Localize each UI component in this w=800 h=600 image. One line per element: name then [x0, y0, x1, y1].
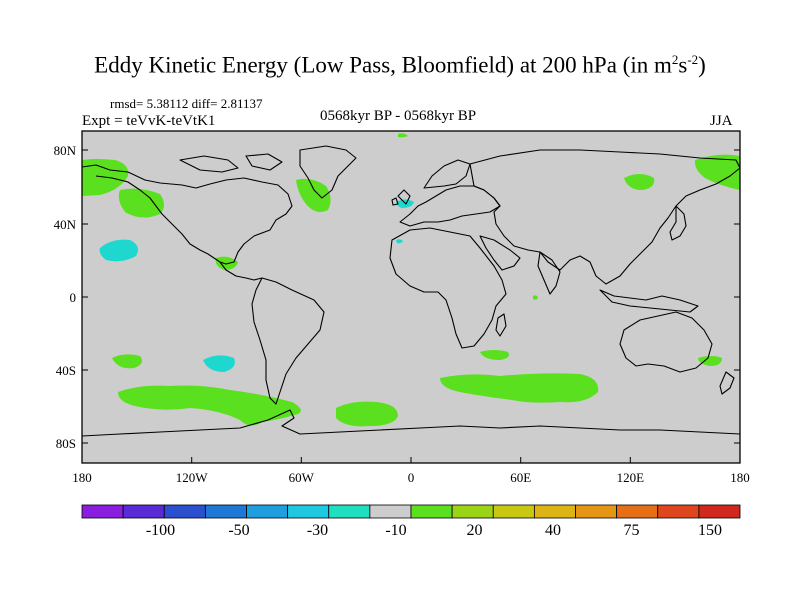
colorbar-box — [287, 504, 330, 519]
page-title: Eddy Kinetic Energy (Low Pass, Bloomfiel… — [94, 52, 706, 78]
colorbar-label: -50 — [228, 522, 249, 539]
lon-tick-label: 120W — [176, 470, 209, 485]
colorbar-label: -10 — [385, 522, 406, 539]
colorbar-label: 75 — [624, 522, 640, 539]
coastline-india — [537, 251, 561, 295]
positive-patch — [296, 178, 331, 212]
positive-patch — [480, 350, 509, 360]
colorbar-box — [616, 504, 659, 519]
colorbar-label: 40 — [545, 522, 561, 539]
colorbar-labels: -100 -50 -30 -10 20 40 75 150 — [146, 522, 722, 539]
colorbar-box — [410, 504, 453, 519]
rmsd-diff-stats: rmsd= 5.38112 diff= 2.81137 — [110, 96, 263, 111]
positive-patch — [112, 354, 142, 369]
positive-patch — [118, 188, 164, 218]
colorbar-box — [492, 504, 535, 519]
lon-tick-label: 60E — [510, 470, 531, 485]
experiment-label: Expt = teVvK-teVtK1 — [82, 113, 216, 129]
positive-patch — [118, 385, 301, 426]
coastline-antarctica — [81, 409, 741, 437]
colorbar-box — [575, 504, 618, 519]
colorbar-label: -100 — [146, 522, 175, 539]
colorbar-box — [533, 504, 576, 519]
positive-patch — [624, 174, 655, 190]
positive-patch — [533, 295, 538, 300]
lon-tick-label: 180 — [72, 470, 92, 485]
coastline-madagascar — [495, 313, 507, 337]
map-panel: 180 120W 60W 0 60E 120E 180 80N 40N 0 40… — [54, 130, 750, 485]
colorbar — [81, 504, 741, 519]
coastline-north-america — [81, 164, 293, 265]
lat-tick-label: 0 — [70, 290, 77, 305]
coastline-arctic-islands — [179, 153, 283, 173]
coastline-asia — [469, 149, 741, 285]
colorbar-label: 150 — [698, 522, 722, 539]
positive-patch — [398, 133, 408, 138]
lat-tick-labels: 80N 40N 0 40S 80S — [54, 143, 77, 451]
colorbar-label: -30 — [307, 522, 328, 539]
coastlines — [81, 145, 741, 437]
coastline-africa — [389, 227, 507, 349]
colorbar-box — [122, 504, 165, 519]
coastline-australia — [619, 311, 713, 373]
coastline-central-america — [219, 261, 263, 281]
period-label: 0568kyr BP - 0568kyr BP — [320, 108, 477, 124]
lat-tick-label: 40S — [56, 363, 76, 378]
colorbar-label: 20 — [467, 522, 483, 539]
colorbar-box — [81, 504, 124, 519]
coastline-maritime-se-asia — [599, 289, 699, 313]
colorbar-box — [451, 504, 494, 519]
lon-tick-label: 120E — [617, 470, 645, 485]
coastline-new-zealand — [719, 371, 735, 395]
season-label: JJA — [710, 113, 733, 129]
lat-tick-label: 80S — [56, 436, 76, 451]
colorbar-box — [163, 504, 206, 519]
lon-tick-label: 60W — [289, 470, 315, 485]
positive-patch — [336, 401, 398, 427]
colorbar-box — [204, 504, 247, 519]
colorbar-box — [657, 504, 700, 519]
anomaly-patches — [82, 133, 740, 427]
lon-tick-labels: 180 120W 60W 0 60E 120E 180 — [72, 470, 750, 485]
lat-tick-label: 40N — [54, 217, 77, 232]
positive-patch — [698, 356, 722, 366]
coastline-arabia — [479, 235, 521, 271]
negative-patch — [99, 239, 138, 262]
coastline-greenland — [299, 145, 357, 199]
coastline-south-america — [251, 277, 325, 405]
lon-tick-label: 180 — [730, 470, 750, 485]
lon-tick-label: 0 — [408, 470, 415, 485]
map-ticks — [81, 149, 741, 463]
colorbar-box — [698, 504, 741, 519]
coastline-japan — [669, 205, 687, 241]
coastline-british-isles — [391, 189, 411, 206]
colorbar-box — [246, 504, 289, 519]
lat-tick-label: 80N — [54, 143, 77, 158]
negative-patch — [396, 239, 403, 244]
colorbar-box — [369, 504, 412, 519]
positive-patch — [440, 373, 599, 403]
negative-patch — [203, 355, 235, 372]
positive-patch — [694, 154, 740, 190]
colorbar-box — [328, 504, 371, 519]
